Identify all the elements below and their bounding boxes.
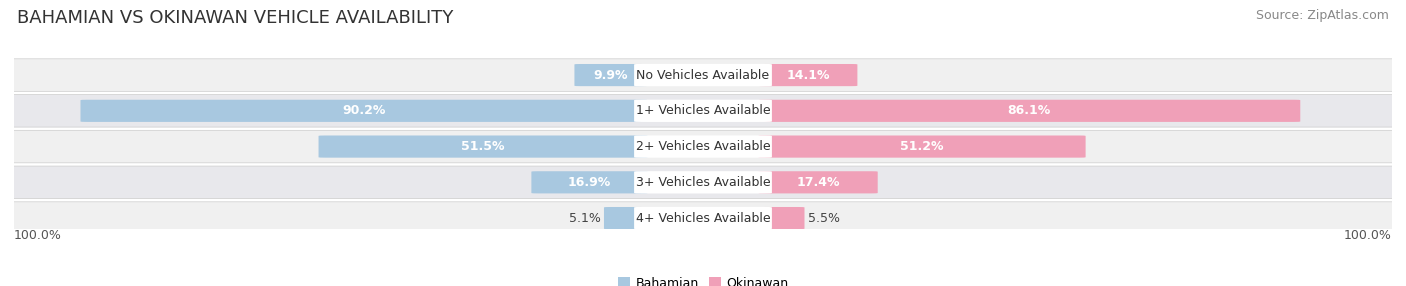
Text: No Vehicles Available: No Vehicles Available: [637, 69, 769, 82]
FancyBboxPatch shape: [4, 59, 1402, 91]
Text: 5.1%: 5.1%: [569, 212, 600, 225]
Text: 16.9%: 16.9%: [568, 176, 612, 189]
FancyBboxPatch shape: [634, 100, 772, 122]
FancyBboxPatch shape: [4, 95, 1402, 127]
Text: 51.2%: 51.2%: [900, 140, 943, 153]
Text: 4+ Vehicles Available: 4+ Vehicles Available: [636, 212, 770, 225]
FancyBboxPatch shape: [758, 207, 804, 229]
Text: Source: ZipAtlas.com: Source: ZipAtlas.com: [1256, 9, 1389, 21]
FancyBboxPatch shape: [758, 64, 858, 86]
Text: BAHAMIAN VS OKINAWAN VEHICLE AVAILABILITY: BAHAMIAN VS OKINAWAN VEHICLE AVAILABILIT…: [17, 9, 453, 27]
Text: 5.5%: 5.5%: [807, 212, 839, 225]
Text: 9.9%: 9.9%: [593, 69, 628, 82]
FancyBboxPatch shape: [531, 171, 648, 193]
Text: 1+ Vehicles Available: 1+ Vehicles Available: [636, 104, 770, 117]
FancyBboxPatch shape: [634, 64, 772, 86]
Text: 2+ Vehicles Available: 2+ Vehicles Available: [636, 140, 770, 153]
FancyBboxPatch shape: [4, 202, 1402, 234]
Text: 51.5%: 51.5%: [461, 140, 505, 153]
FancyBboxPatch shape: [4, 130, 1402, 163]
Text: 14.1%: 14.1%: [786, 69, 830, 82]
FancyBboxPatch shape: [319, 136, 648, 158]
Text: 17.4%: 17.4%: [796, 176, 839, 189]
FancyBboxPatch shape: [634, 207, 772, 229]
FancyBboxPatch shape: [575, 64, 648, 86]
Text: 90.2%: 90.2%: [343, 104, 385, 117]
FancyBboxPatch shape: [758, 136, 1085, 158]
FancyBboxPatch shape: [4, 166, 1402, 198]
Text: 100.0%: 100.0%: [1344, 229, 1392, 242]
Text: 3+ Vehicles Available: 3+ Vehicles Available: [636, 176, 770, 189]
Text: 86.1%: 86.1%: [1008, 104, 1050, 117]
Text: 100.0%: 100.0%: [14, 229, 62, 242]
FancyBboxPatch shape: [80, 100, 648, 122]
FancyBboxPatch shape: [605, 207, 648, 229]
FancyBboxPatch shape: [634, 171, 772, 194]
FancyBboxPatch shape: [634, 135, 772, 158]
Legend: Bahamian, Okinawan: Bahamian, Okinawan: [613, 272, 793, 286]
FancyBboxPatch shape: [758, 171, 877, 193]
FancyBboxPatch shape: [758, 100, 1301, 122]
